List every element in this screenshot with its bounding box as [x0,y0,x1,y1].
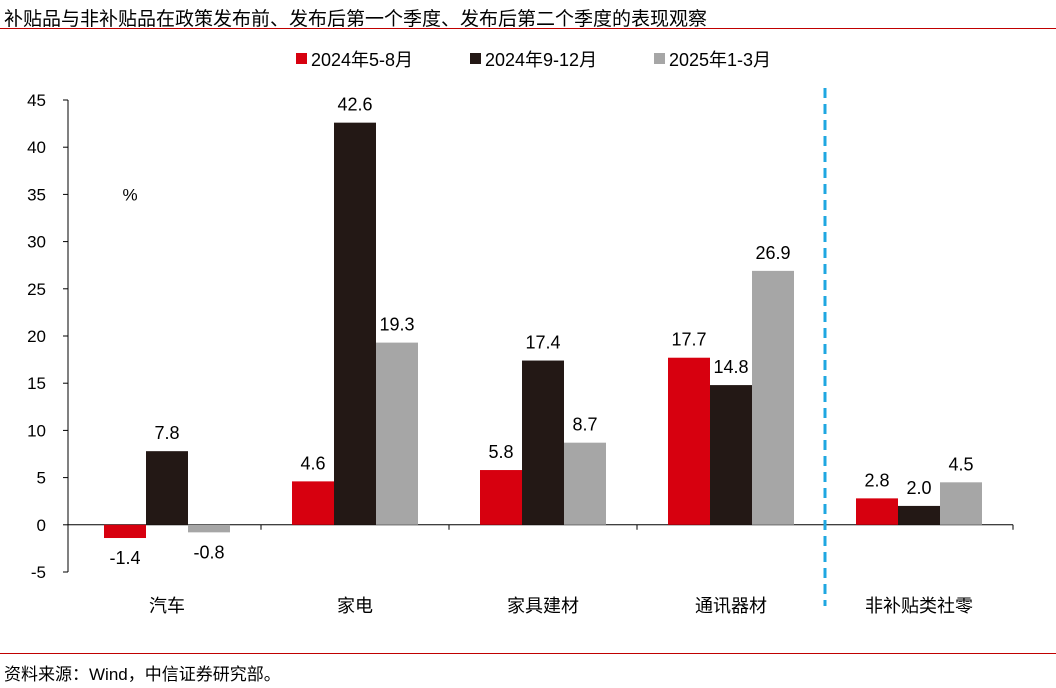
data-label: 4.5 [948,454,973,474]
y-tick-label: 10 [27,421,46,440]
legend-swatch [654,53,665,64]
source-divider [0,653,1056,654]
data-label: -1.4 [109,548,140,568]
bar [898,505,940,525]
data-label: 19.3 [379,315,414,335]
bar [146,451,188,525]
legend-swatch [296,53,307,64]
bar [564,442,606,525]
legend-label: 2025年1-3月 [669,50,771,70]
legend-label: 2024年5-8月 [311,50,413,70]
bar [376,342,418,525]
y-tick-label: 40 [27,138,46,157]
data-label: 5.8 [488,442,513,462]
y-tick-label: 45 [27,91,46,110]
category-label: 家具建材 [507,596,579,616]
y-tick-label: 30 [27,233,46,252]
y-tick-label: 15 [27,374,46,393]
category-label: 家电 [337,596,373,616]
legend-label: 2024年9-12月 [485,50,597,70]
y-tick-label: -5 [31,563,46,582]
bar [334,122,376,525]
bar-chart: -5 0 5 10 15 20 25 30 35 40 45% 汽车 -1.4 7.8 -0.8 家电 4.6 4… [27,50,1014,616]
data-label: 8.7 [572,415,597,435]
legend-swatch [470,53,481,64]
category-label: 通讯器材 [695,596,767,616]
source-note: 资料来源：Wind，中信证券研究部。 [4,665,281,684]
y-tick-label: 5 [37,469,46,488]
data-label: 2.0 [906,478,931,498]
data-label: 42.6 [337,95,372,115]
bar [104,524,146,539]
y-tick-label: 20 [27,327,46,346]
title-divider [0,28,1056,29]
bar [480,470,522,525]
y-tick-label: 35 [27,185,46,204]
data-label: 2.8 [864,470,889,490]
bar [710,385,752,525]
y-tick-label: 25 [27,280,46,299]
data-label: 4.6 [300,453,325,473]
bar [292,481,334,525]
data-label: 14.8 [713,357,748,377]
data-label: 26.9 [755,243,790,263]
bar [668,357,710,525]
data-label: -0.8 [193,542,224,562]
bar [940,482,982,525]
bar [752,270,794,525]
y-tick-label: 0 [37,516,46,535]
data-label: 7.8 [154,423,179,443]
chart-title: 补贴品与非补贴品在政策发布前、发布后第一个季度、发布后第二个季度的表现观察 [4,9,708,30]
bar [856,498,898,525]
data-label: 17.4 [525,333,560,353]
y-unit-label: % [122,185,137,204]
data-label: 17.7 [671,330,706,350]
category-label: 非补贴类社零 [865,596,973,616]
bar [188,524,230,533]
bar [522,360,564,525]
category-label: 汽车 [149,596,185,616]
